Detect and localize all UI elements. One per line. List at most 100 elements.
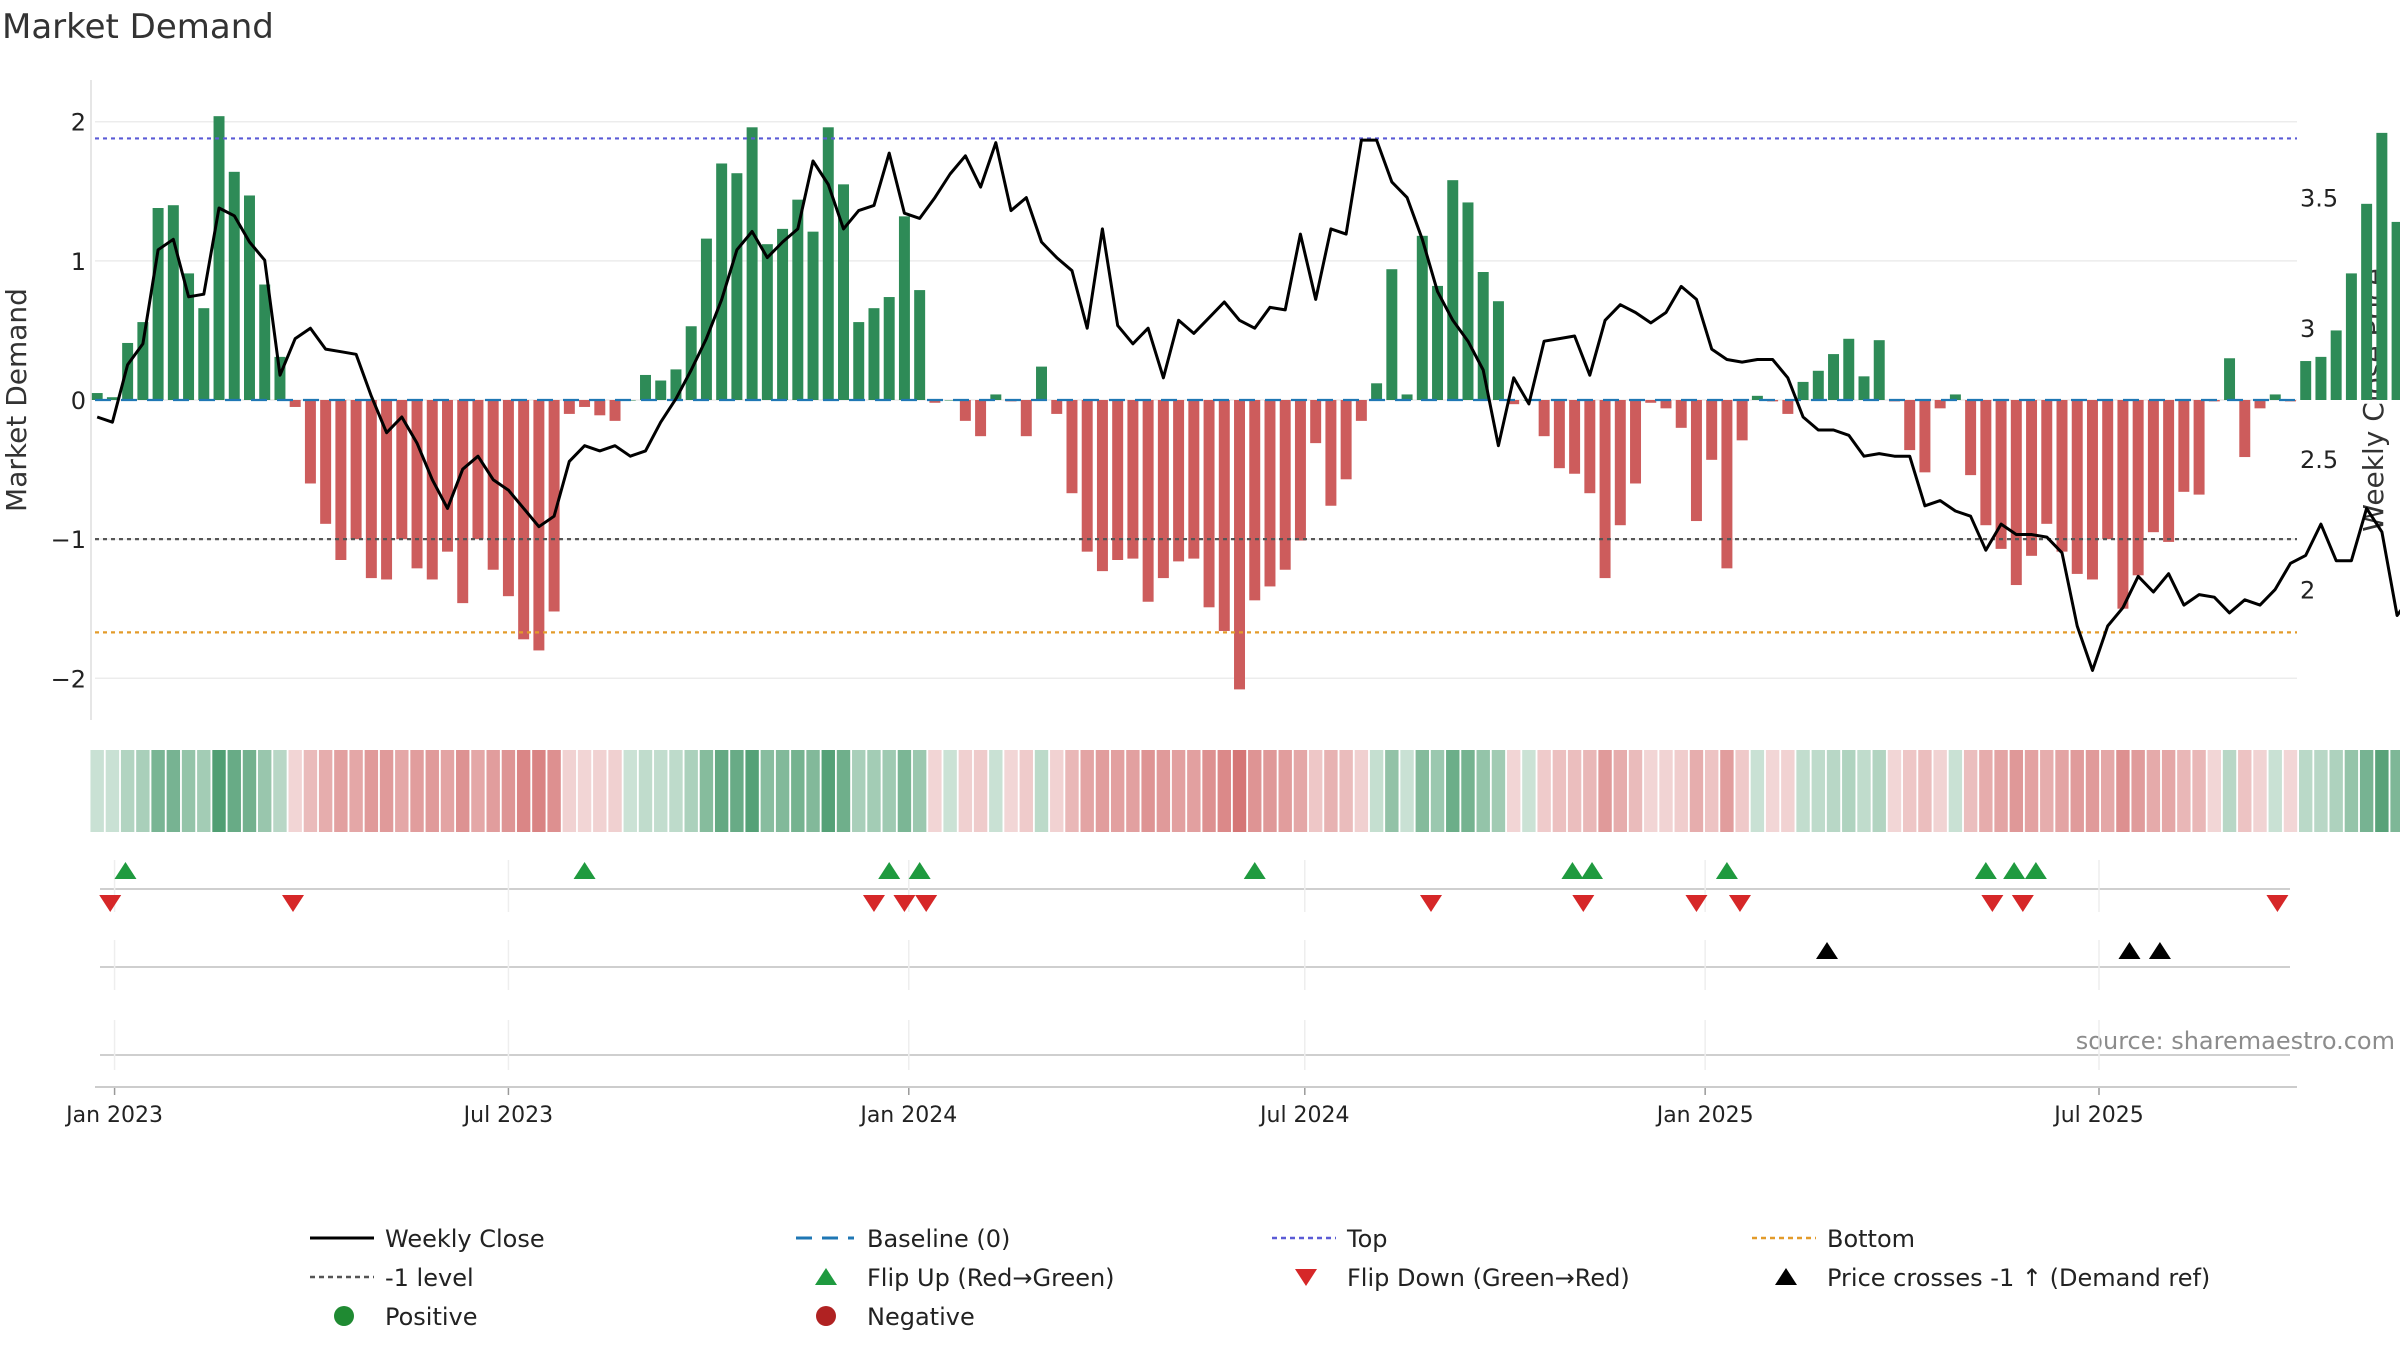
heat-cell bbox=[1354, 750, 1369, 832]
demand-bar bbox=[1630, 400, 1642, 484]
y-tick-label: 1 bbox=[71, 248, 86, 276]
heat-cell bbox=[1781, 750, 1795, 832]
heat-cell bbox=[1430, 750, 1445, 832]
demand-bar bbox=[975, 400, 987, 437]
demand-bar bbox=[929, 400, 941, 403]
demand-bar bbox=[457, 400, 469, 604]
heat-cell bbox=[1902, 750, 1917, 832]
demand-bar bbox=[487, 400, 499, 570]
demand-bar bbox=[1081, 400, 1093, 552]
heat-cell bbox=[501, 750, 516, 832]
demand-bar bbox=[167, 205, 179, 400]
demand-bar bbox=[2041, 400, 2053, 524]
flip-down-marker bbox=[99, 895, 122, 912]
heat-cell bbox=[227, 750, 241, 832]
heat-cell bbox=[2131, 750, 2145, 832]
demand-bar bbox=[1462, 202, 1474, 400]
legend-label: Top bbox=[1346, 1225, 1388, 1253]
flip-up-marker bbox=[1243, 862, 1266, 879]
demand-bar bbox=[2315, 356, 2327, 400]
demand-bar bbox=[1051, 400, 1063, 414]
legend-label: Flip Down (Green→Red) bbox=[1347, 1264, 1630, 1292]
heat-cell bbox=[577, 750, 592, 832]
heat-cell bbox=[318, 750, 333, 832]
x-tick-label: Jul 2023 bbox=[462, 1103, 554, 1128]
heat-cell bbox=[2329, 750, 2343, 832]
demand-bar bbox=[1934, 400, 1946, 409]
heat-cell bbox=[1811, 750, 1826, 832]
demand-bar bbox=[2071, 400, 2083, 574]
demand-bar bbox=[426, 400, 438, 580]
heat-cell bbox=[242, 750, 257, 832]
demand-bar bbox=[2300, 361, 2312, 400]
demand-bar bbox=[350, 400, 362, 540]
flip-up-marker bbox=[1715, 862, 1738, 879]
legend-swatch bbox=[816, 1306, 836, 1326]
heat-cell bbox=[395, 750, 409, 832]
flip-up-marker bbox=[2024, 862, 2047, 879]
heat-cell bbox=[1598, 750, 1612, 832]
demand-bar bbox=[244, 195, 255, 400]
heat-cell bbox=[1887, 750, 1902, 832]
demand-bar bbox=[381, 400, 393, 580]
heat-cell bbox=[1933, 750, 1947, 832]
heat-cell bbox=[1446, 750, 1460, 832]
heat-cell bbox=[1796, 750, 1810, 832]
heat-cell bbox=[1735, 750, 1749, 832]
heat-cell bbox=[1171, 750, 1186, 832]
demand-bar bbox=[898, 216, 910, 400]
heat-cell bbox=[1400, 750, 1414, 832]
demand-bar bbox=[1614, 400, 1626, 526]
heat-cell bbox=[334, 750, 348, 832]
heat-cell bbox=[2390, 750, 2400, 832]
heat-cell bbox=[1156, 750, 1171, 832]
demand-bar bbox=[1020, 400, 1032, 437]
heat-cell bbox=[928, 750, 942, 832]
flip-up-marker bbox=[2003, 862, 2026, 879]
demand-bar bbox=[2193, 400, 2205, 495]
heat-cell bbox=[181, 750, 196, 832]
heat-cell bbox=[486, 750, 500, 832]
flip-down-marker bbox=[1572, 895, 1595, 912]
demand-bar bbox=[411, 400, 423, 569]
heat-cell bbox=[1537, 750, 1551, 832]
heat-cell bbox=[1613, 750, 1628, 832]
heat-cell bbox=[654, 750, 668, 832]
heat-cell bbox=[1948, 750, 1963, 832]
demand-bar bbox=[1264, 400, 1276, 587]
y-tick-label: −2 bbox=[51, 665, 86, 693]
demand-bar bbox=[1294, 400, 1306, 541]
demand-bar bbox=[1782, 400, 1794, 414]
demand-bar bbox=[137, 322, 149, 400]
heat-cell bbox=[425, 750, 439, 832]
heat-cell bbox=[1522, 750, 1536, 832]
demand-bar bbox=[1340, 400, 1352, 480]
demand-bar bbox=[122, 342, 134, 400]
demand-bar bbox=[655, 380, 667, 400]
heat-cell bbox=[471, 750, 485, 832]
heat-cell bbox=[2177, 750, 2191, 832]
demand-bar bbox=[1036, 366, 1047, 400]
heat-cell bbox=[2009, 750, 2024, 832]
heat-cell bbox=[1674, 750, 1688, 832]
flip-up-marker bbox=[1974, 862, 1997, 879]
demand-bar bbox=[670, 369, 682, 400]
demand-bar bbox=[731, 173, 743, 400]
demand-bar bbox=[106, 397, 118, 400]
legend-swatch bbox=[334, 1306, 354, 1326]
demand-bar bbox=[822, 127, 834, 400]
demand-bar bbox=[1721, 400, 1733, 569]
heat-cell bbox=[1308, 750, 1323, 832]
demand-bar bbox=[1234, 400, 1246, 690]
demand-bar bbox=[1432, 285, 1444, 400]
heat-cell bbox=[166, 750, 181, 832]
y-tick-label: 2 bbox=[71, 109, 86, 137]
heat-cell bbox=[1689, 750, 1704, 832]
flip-up-marker bbox=[114, 862, 137, 879]
heat-cell bbox=[349, 750, 363, 832]
heat-cell bbox=[2146, 750, 2161, 832]
demand-bar bbox=[1797, 381, 1809, 400]
x-tick-label: Jan 2024 bbox=[858, 1103, 957, 1128]
demand-bar bbox=[1965, 400, 1977, 476]
legend-swatch bbox=[1775, 1268, 1797, 1285]
